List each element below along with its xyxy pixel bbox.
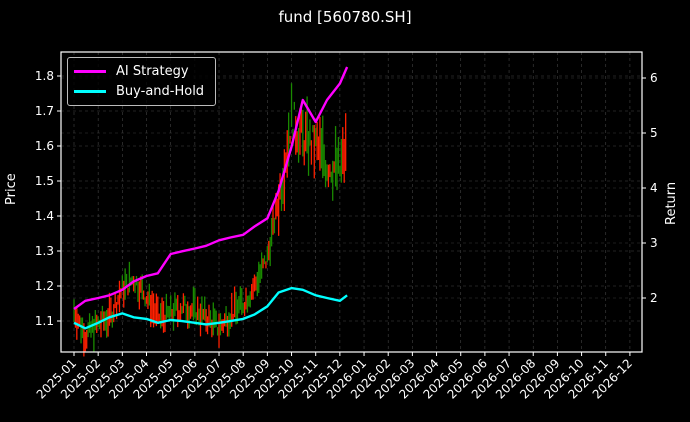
svg-text:1.1: 1.1 xyxy=(35,314,54,328)
legend-label: AI Strategy xyxy=(116,63,189,79)
svg-text:3: 3 xyxy=(650,236,658,250)
y-axis-label-right: Return xyxy=(664,181,679,225)
svg-text:6: 6 xyxy=(650,71,658,85)
svg-text:5: 5 xyxy=(650,126,658,140)
svg-text:1.6: 1.6 xyxy=(35,139,54,153)
legend-swatch-ai-strategy xyxy=(74,69,106,73)
legend-item-buy-and-hold: Buy-and-Hold xyxy=(74,82,204,100)
chart-title: fund [560780.SH] xyxy=(278,8,412,26)
svg-text:1.7: 1.7 xyxy=(35,104,54,118)
legend: AI Strategy Buy-and-Hold xyxy=(67,57,216,106)
legend-item-ai-strategy: AI Strategy xyxy=(74,62,189,80)
y-axis-label-left: Price xyxy=(4,173,19,205)
svg-text:1.3: 1.3 xyxy=(35,244,54,258)
svg-text:1.4: 1.4 xyxy=(35,209,54,223)
legend-swatch-buy-and-hold xyxy=(74,89,106,93)
svg-text:4: 4 xyxy=(650,181,658,195)
legend-label: Buy-and-Hold xyxy=(116,83,205,99)
svg-text:1.5: 1.5 xyxy=(35,174,54,188)
svg-text:2: 2 xyxy=(650,291,658,305)
svg-text:1.2: 1.2 xyxy=(35,279,54,293)
svg-text:1.8: 1.8 xyxy=(35,69,54,83)
